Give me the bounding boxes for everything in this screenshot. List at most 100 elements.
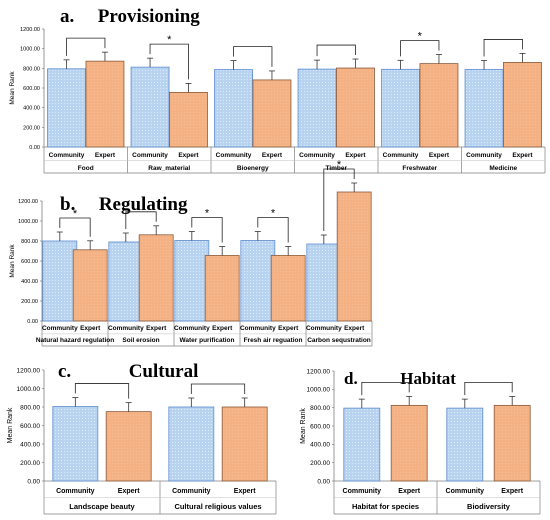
- bar-expert: [503, 62, 542, 148]
- category-label: Landscape beauty: [69, 502, 135, 511]
- bar-expert: [336, 67, 375, 148]
- panel-title-text: Habitat: [400, 369, 456, 388]
- panel-letter: b.: [60, 194, 76, 215]
- bar-community: [343, 407, 381, 482]
- comparison-bracket: [125, 211, 157, 229]
- bar-community: [214, 69, 253, 148]
- y-tick-label: 1200.00: [18, 199, 38, 205]
- bar-community: [42, 240, 78, 322]
- panel-title-cultural: c. Cultural: [58, 361, 198, 383]
- bar-label: Community: [132, 152, 168, 159]
- bar-label: Community: [108, 325, 144, 332]
- bar-label: Community: [446, 488, 485, 495]
- bar-community: [446, 407, 484, 482]
- category-label: Water purification: [179, 337, 234, 344]
- y-tick-label: 1000.00: [20, 47, 40, 53]
- bar-label: Expert: [234, 488, 256, 495]
- y-tick-label: 0.00: [27, 478, 40, 485]
- y-tick-label: 400.00: [21, 279, 38, 285]
- bar-label: Expert: [344, 325, 365, 332]
- significance-asterisk: *: [418, 31, 423, 43]
- bar-label: Expert: [212, 325, 233, 332]
- y-tick-label: 200.00: [20, 460, 40, 467]
- y-tick-label: 200.00: [310, 460, 330, 467]
- bar-label: Community: [306, 325, 342, 332]
- panel-letter: c.: [58, 361, 72, 382]
- comparison-bracket: [190, 383, 246, 394]
- bar-community: [108, 241, 144, 322]
- category-label: Medicine: [489, 165, 517, 172]
- comparison-bracket: [483, 39, 523, 57]
- bar-label: Community: [172, 488, 211, 495]
- y-tick-label: 0.00: [27, 319, 38, 325]
- y-tick-label: 200.00: [23, 125, 40, 131]
- y-tick-label: 800.00: [21, 239, 38, 245]
- bar-expert: [221, 406, 268, 482]
- bar-expert: [105, 411, 152, 482]
- y-tick-label: 1200.00: [20, 27, 40, 33]
- panel-title-text: Regulating: [98, 194, 188, 215]
- bar-label: Community: [42, 325, 78, 332]
- bar-expert: [204, 255, 240, 322]
- bar-label: Expert: [80, 325, 101, 332]
- bar-label: Community: [174, 325, 210, 332]
- y-tick-label: 800.00: [20, 404, 40, 411]
- y-axis-label: Mean Rank: [7, 407, 14, 443]
- bar-label: Community: [299, 152, 335, 159]
- y-tick-label: 800.00: [310, 405, 330, 412]
- bar-label: Expert: [95, 152, 116, 159]
- significance-asterisk: *: [337, 159, 342, 171]
- category-label: Food: [78, 165, 94, 172]
- panel-title-habitat: d. Habitat: [344, 369, 456, 389]
- significance-asterisk: *: [271, 208, 276, 220]
- bar-community: [47, 68, 86, 148]
- comparison-bracket: [400, 40, 440, 57]
- y-tick-label: 1000.00: [18, 219, 38, 225]
- y-tick-label: 800.00: [23, 66, 40, 72]
- bar-label: Expert: [146, 325, 167, 332]
- bar-community: [381, 68, 420, 148]
- bar-label: Community: [343, 488, 382, 495]
- category-label: Raw_material: [148, 165, 190, 172]
- bar-expert: [493, 404, 531, 482]
- y-tick-label: 600.00: [310, 423, 330, 430]
- bar-label: Expert: [512, 152, 533, 159]
- bar-label: Expert: [398, 488, 420, 495]
- bar-label: Expert: [278, 325, 299, 332]
- bar-community: [297, 68, 337, 148]
- panel-title-regulating: b. Regulating: [60, 194, 188, 216]
- comparison-bracket: [464, 381, 513, 396]
- significance-asterisk: *: [167, 34, 172, 46]
- y-tick-label: 1000.00: [17, 386, 41, 393]
- y-axis-label: Mean Rank: [300, 408, 307, 444]
- panel-title-text: Cultural: [128, 361, 199, 382]
- category-label: Bioenergy: [237, 165, 269, 172]
- bar-community: [464, 69, 504, 148]
- bar-label: Expert: [345, 152, 366, 159]
- comparison-bracket: [191, 217, 223, 243]
- y-tick-label: 1200.00: [307, 368, 331, 375]
- y-tick-label: 600.00: [23, 86, 40, 92]
- y-tick-label: 0.00: [317, 478, 330, 485]
- comparison-bracket: [66, 37, 106, 56]
- category-label: Soil erosion: [122, 337, 159, 344]
- panel-title-text: Provisioning: [97, 6, 200, 27]
- bar-label: Community: [49, 152, 85, 159]
- bar-label: Community: [56, 488, 95, 495]
- category-label: Carbon sequstration: [307, 337, 371, 344]
- category-label: Cultural religious values: [174, 502, 261, 511]
- bar-expert: [138, 234, 174, 322]
- y-tick-label: 600.00: [20, 423, 40, 430]
- bar-label: Expert: [262, 152, 283, 159]
- y-tick-label: 0.00: [29, 145, 40, 151]
- bar-community: [306, 243, 342, 322]
- category-label: Timber: [325, 165, 347, 172]
- y-tick-label: 400.00: [23, 106, 40, 112]
- comparison-bracket: [59, 217, 91, 237]
- bar-label: Community: [466, 152, 502, 159]
- bar-expert: [169, 92, 208, 148]
- comparison-bracket: [316, 44, 356, 57]
- category-label: Freshwater: [402, 165, 437, 172]
